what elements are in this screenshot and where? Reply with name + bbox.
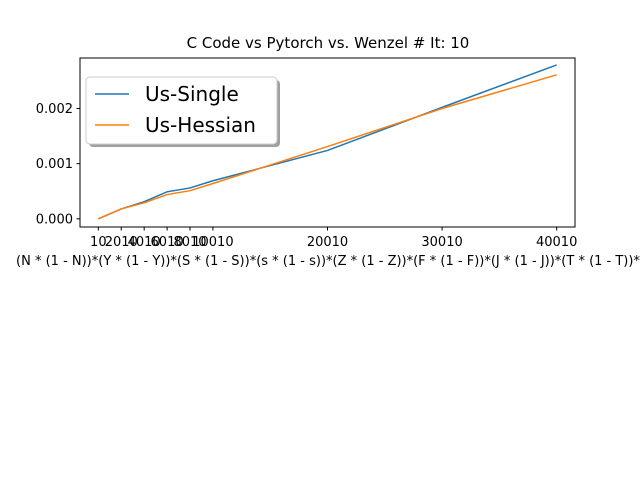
y-tick-label: 0.000 xyxy=(36,212,73,227)
x-tick-label: 10 xyxy=(90,235,107,250)
x-tick-label: 6010 xyxy=(151,235,184,250)
legend-box xyxy=(85,76,278,145)
y-axis: 0.000 0.001 0.002 xyxy=(36,102,80,227)
x-axis-label: (N * (1 - N))*(Y * (1 - Y))*(S * (1 - S)… xyxy=(16,254,640,269)
legend-label-1: Us-Hessian xyxy=(145,113,256,137)
y-tick-label: 0.002 xyxy=(36,102,73,117)
x-tick-label: 4010 xyxy=(128,235,161,250)
series-line-1 xyxy=(98,74,557,220)
chart-title: C Code vs Pytorch vs. Wenzel # It: 10 xyxy=(187,34,470,52)
x-tick-label: 10010 xyxy=(192,235,233,250)
x-tick-label: 20010 xyxy=(307,235,348,250)
x-tick-label: 2010 xyxy=(105,235,138,250)
x-tick-label: 40010 xyxy=(536,235,577,250)
legend-label-0: Us-Single xyxy=(145,82,239,106)
x-tick-label: 8010 xyxy=(173,235,206,250)
legend: Us-Single Us-Hessian xyxy=(85,76,280,147)
series-layer xyxy=(98,64,557,220)
x-tick-label: 30010 xyxy=(421,235,462,250)
y-tick-label: 0.001 xyxy=(36,157,73,172)
